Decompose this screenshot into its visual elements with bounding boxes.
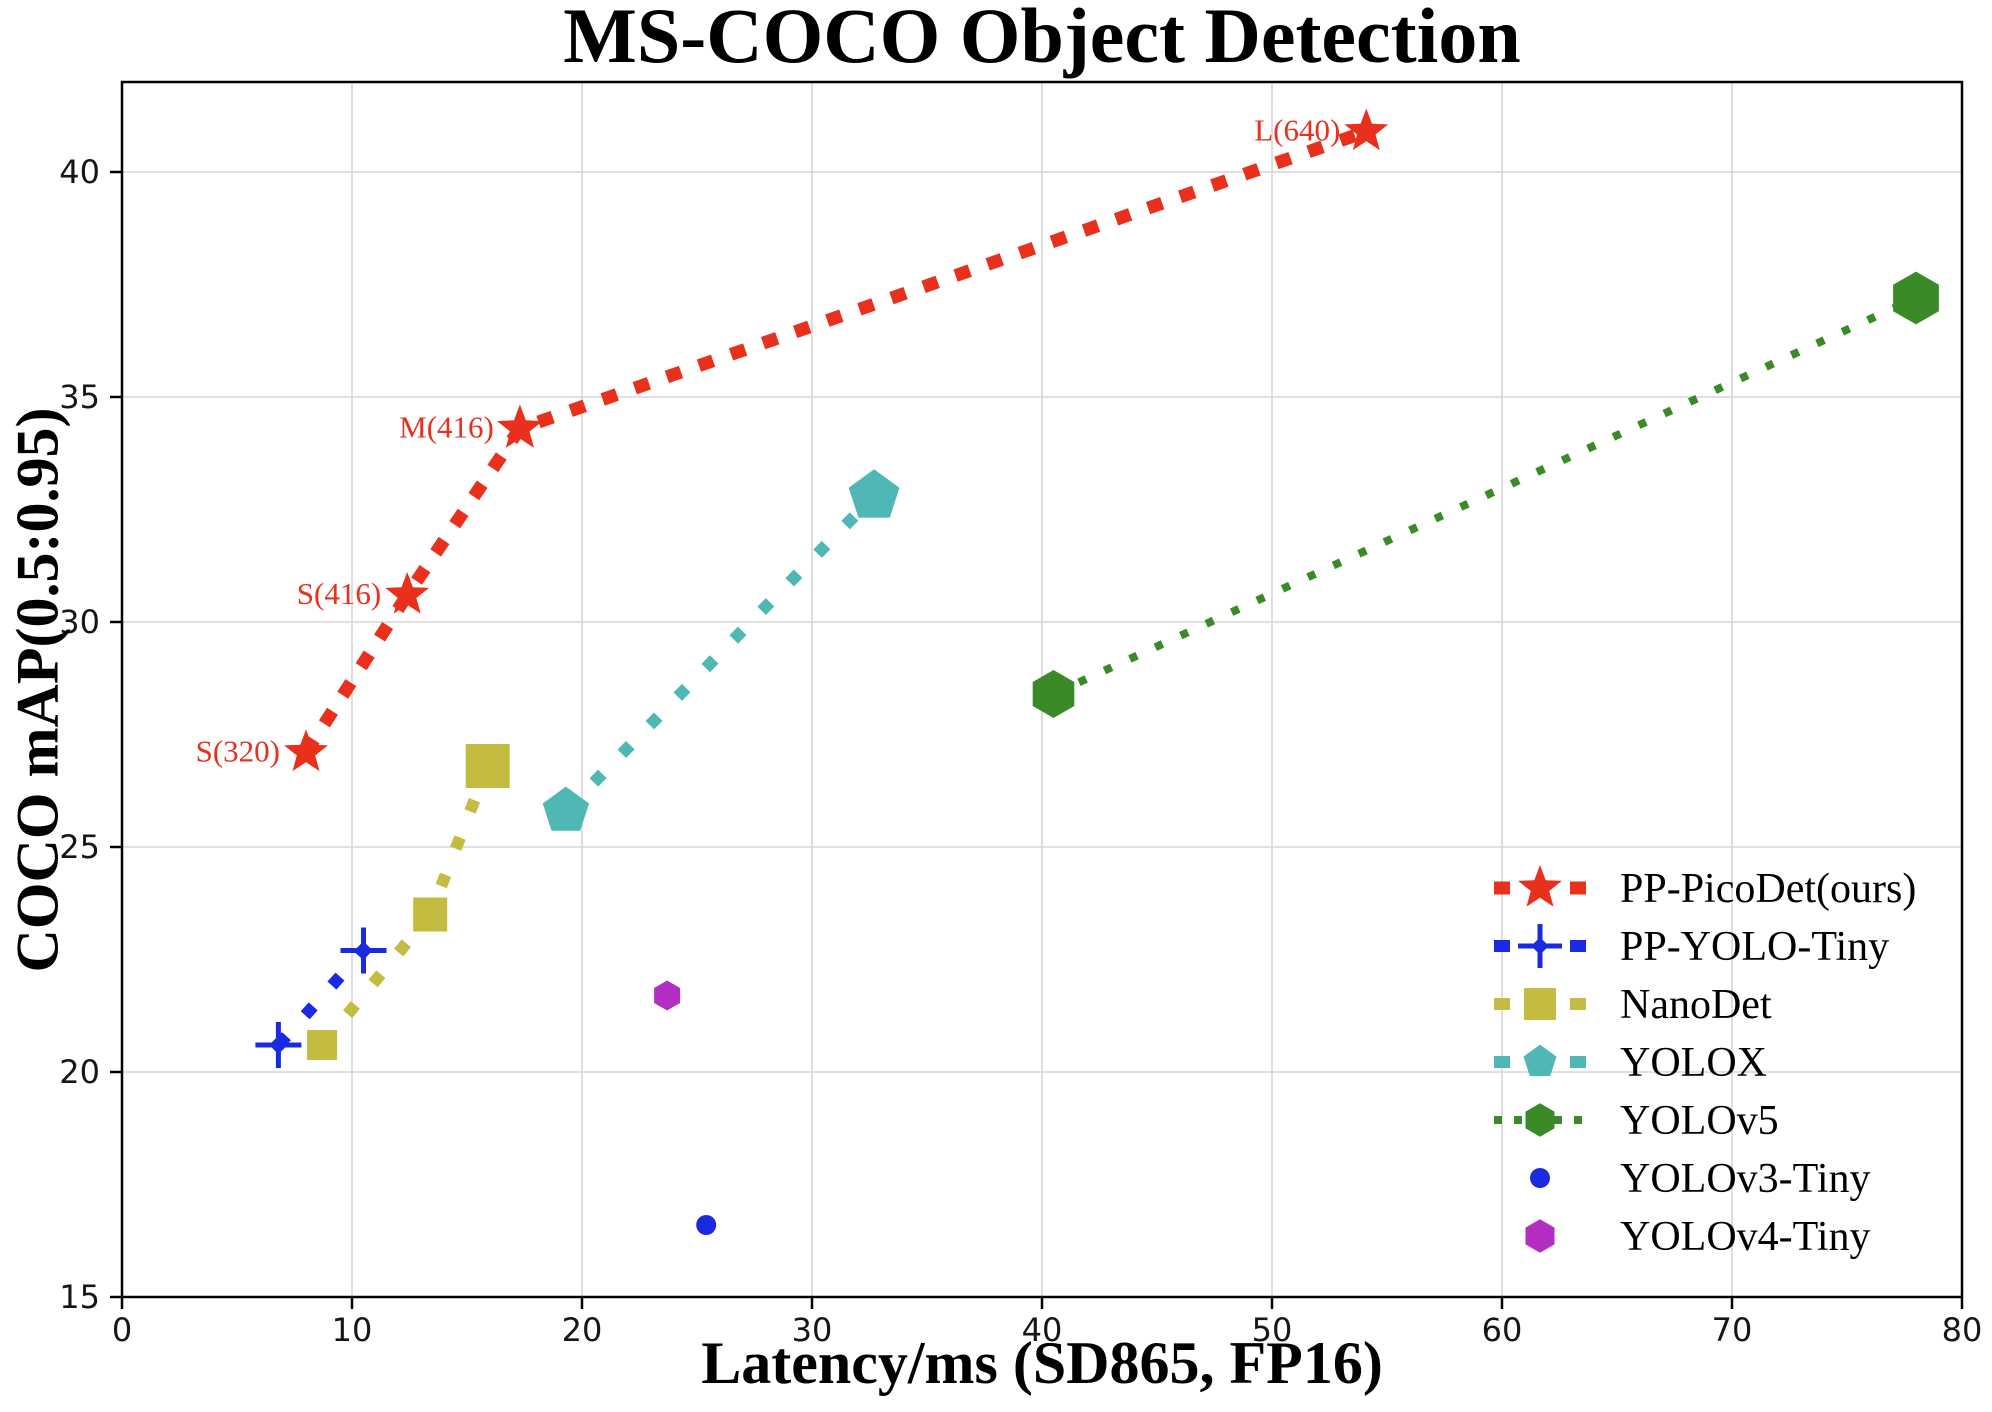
point-NanoDet-1 (413, 897, 448, 932)
legend-marker-YOLOv5 (1525, 1103, 1555, 1137)
y-tick-label-15: 15 (59, 1278, 100, 1316)
point-PP-YOLO-Tiny-1 (340, 927, 387, 974)
y-tick-label-25: 25 (59, 828, 100, 866)
chart-title: MS-COCO Object Detection (563, 0, 1521, 79)
legend-label-NanoDet: NanoDet (1620, 982, 1772, 1028)
point-YOLOv4-Tiny-0 (654, 980, 681, 1011)
legend-item-PP-PicoDet(ours): PP-PicoDet(ours) (1494, 866, 1916, 912)
legend-label-YOLOv4-Tiny: YOLOv4-Tiny (1620, 1214, 1870, 1260)
point-NanoDet-2 (465, 744, 510, 788)
x-tick-label-40: 40 (1022, 1311, 1063, 1349)
point-PP-PicoDet(ours)-3 (1344, 108, 1389, 151)
series-line-YOLOX (561, 491, 879, 816)
legend-item-YOLOv4-Tiny: YOLOv4-Tiny (1620, 1214, 1870, 1260)
point-PP-YOLO-Tiny-0 (255, 1022, 302, 1068)
x-tick-label-20: 20 (562, 1311, 603, 1349)
y-tick-label-35: 35 (59, 378, 100, 416)
legend-marker-YOLOX (1523, 1044, 1557, 1077)
x-tick-label-10: 10 (332, 1311, 373, 1349)
legend-marker-YOLOv3-Tiny (1530, 1168, 1550, 1188)
y-tick-label-40: 40 (59, 153, 100, 191)
point-PP-PicoDet(ours)-1 (385, 572, 430, 614)
annotation-L(640): L(640) (1254, 113, 1340, 148)
x-axis-label: Latency/ms (SD865, FP16) (701, 1330, 1383, 1396)
legend-item-PP-YOLO-Tiny: PP-YOLO-Tiny (1494, 924, 1889, 970)
legend-label-YOLOv3-Tiny: YOLOv3-Tiny (1620, 1156, 1870, 1202)
x-tick-label-0: 0 (112, 1311, 132, 1349)
point-NanoDet-0 (307, 1030, 338, 1060)
annotation-S(416): S(416) (297, 576, 381, 611)
point-PP-PicoDet(ours)-2 (497, 404, 543, 448)
point-PP-YOLO-Tiny-1-center (354, 941, 373, 960)
y-axis-label: COCO mAP(0.5:0.95) (4, 407, 71, 973)
x-tick-label-50: 50 (1252, 1311, 1293, 1349)
legend-marker-YOLOv4-Tiny (1525, 1219, 1555, 1253)
legend-label-YOLOX: YOLOX (1620, 1040, 1767, 1086)
point-YOLOv5-1 (1893, 271, 1939, 325)
point-YOLOX-0 (542, 786, 590, 831)
legend-label-PP-PicoDet(ours): PP-PicoDet(ours) (1620, 866, 1916, 912)
x-tick-label-70: 70 (1712, 1311, 1753, 1349)
x-tick-label-80: 80 (1942, 1311, 1983, 1349)
point-PP-PicoDet(ours)-0 (284, 729, 328, 772)
legend-marker-PP-YOLO-Tiny-center (1531, 937, 1549, 955)
legend-marker-PP-PicoDet(ours) (1518, 865, 1562, 907)
legend-label-PP-YOLO-Tiny: PP-YOLO-Tiny (1620, 924, 1889, 970)
point-YOLOX-1 (848, 469, 900, 518)
legend-item-NanoDet: NanoDet (1494, 982, 1772, 1028)
point-YOLOv3-Tiny-0 (696, 1215, 717, 1235)
legend-marker-NanoDet (1524, 988, 1556, 1020)
legend-item-YOLOv3-Tiny: YOLOv3-Tiny (1620, 1156, 1870, 1202)
y-tick-label-20: 20 (59, 1053, 100, 1091)
x-tick-label-30: 30 (792, 1311, 833, 1349)
point-PP-YOLO-Tiny-0-center (269, 1035, 288, 1055)
legend-marker-PP-YOLO-Tiny (1518, 924, 1562, 968)
point-YOLOv5-0 (1032, 670, 1075, 718)
annotation-M(416): M(416) (399, 410, 494, 445)
annotation-S(320): S(320) (196, 734, 280, 769)
series-line-NanoDet (317, 763, 494, 1049)
series-line-YOLOv5 (1051, 294, 1918, 698)
y-tick-label-30: 30 (59, 603, 100, 641)
legend-label-YOLOv5: YOLOv5 (1620, 1098, 1779, 1144)
legend-item-YOLOX: YOLOX (1494, 1040, 1767, 1086)
x-tick-label-60: 60 (1482, 1311, 1523, 1349)
